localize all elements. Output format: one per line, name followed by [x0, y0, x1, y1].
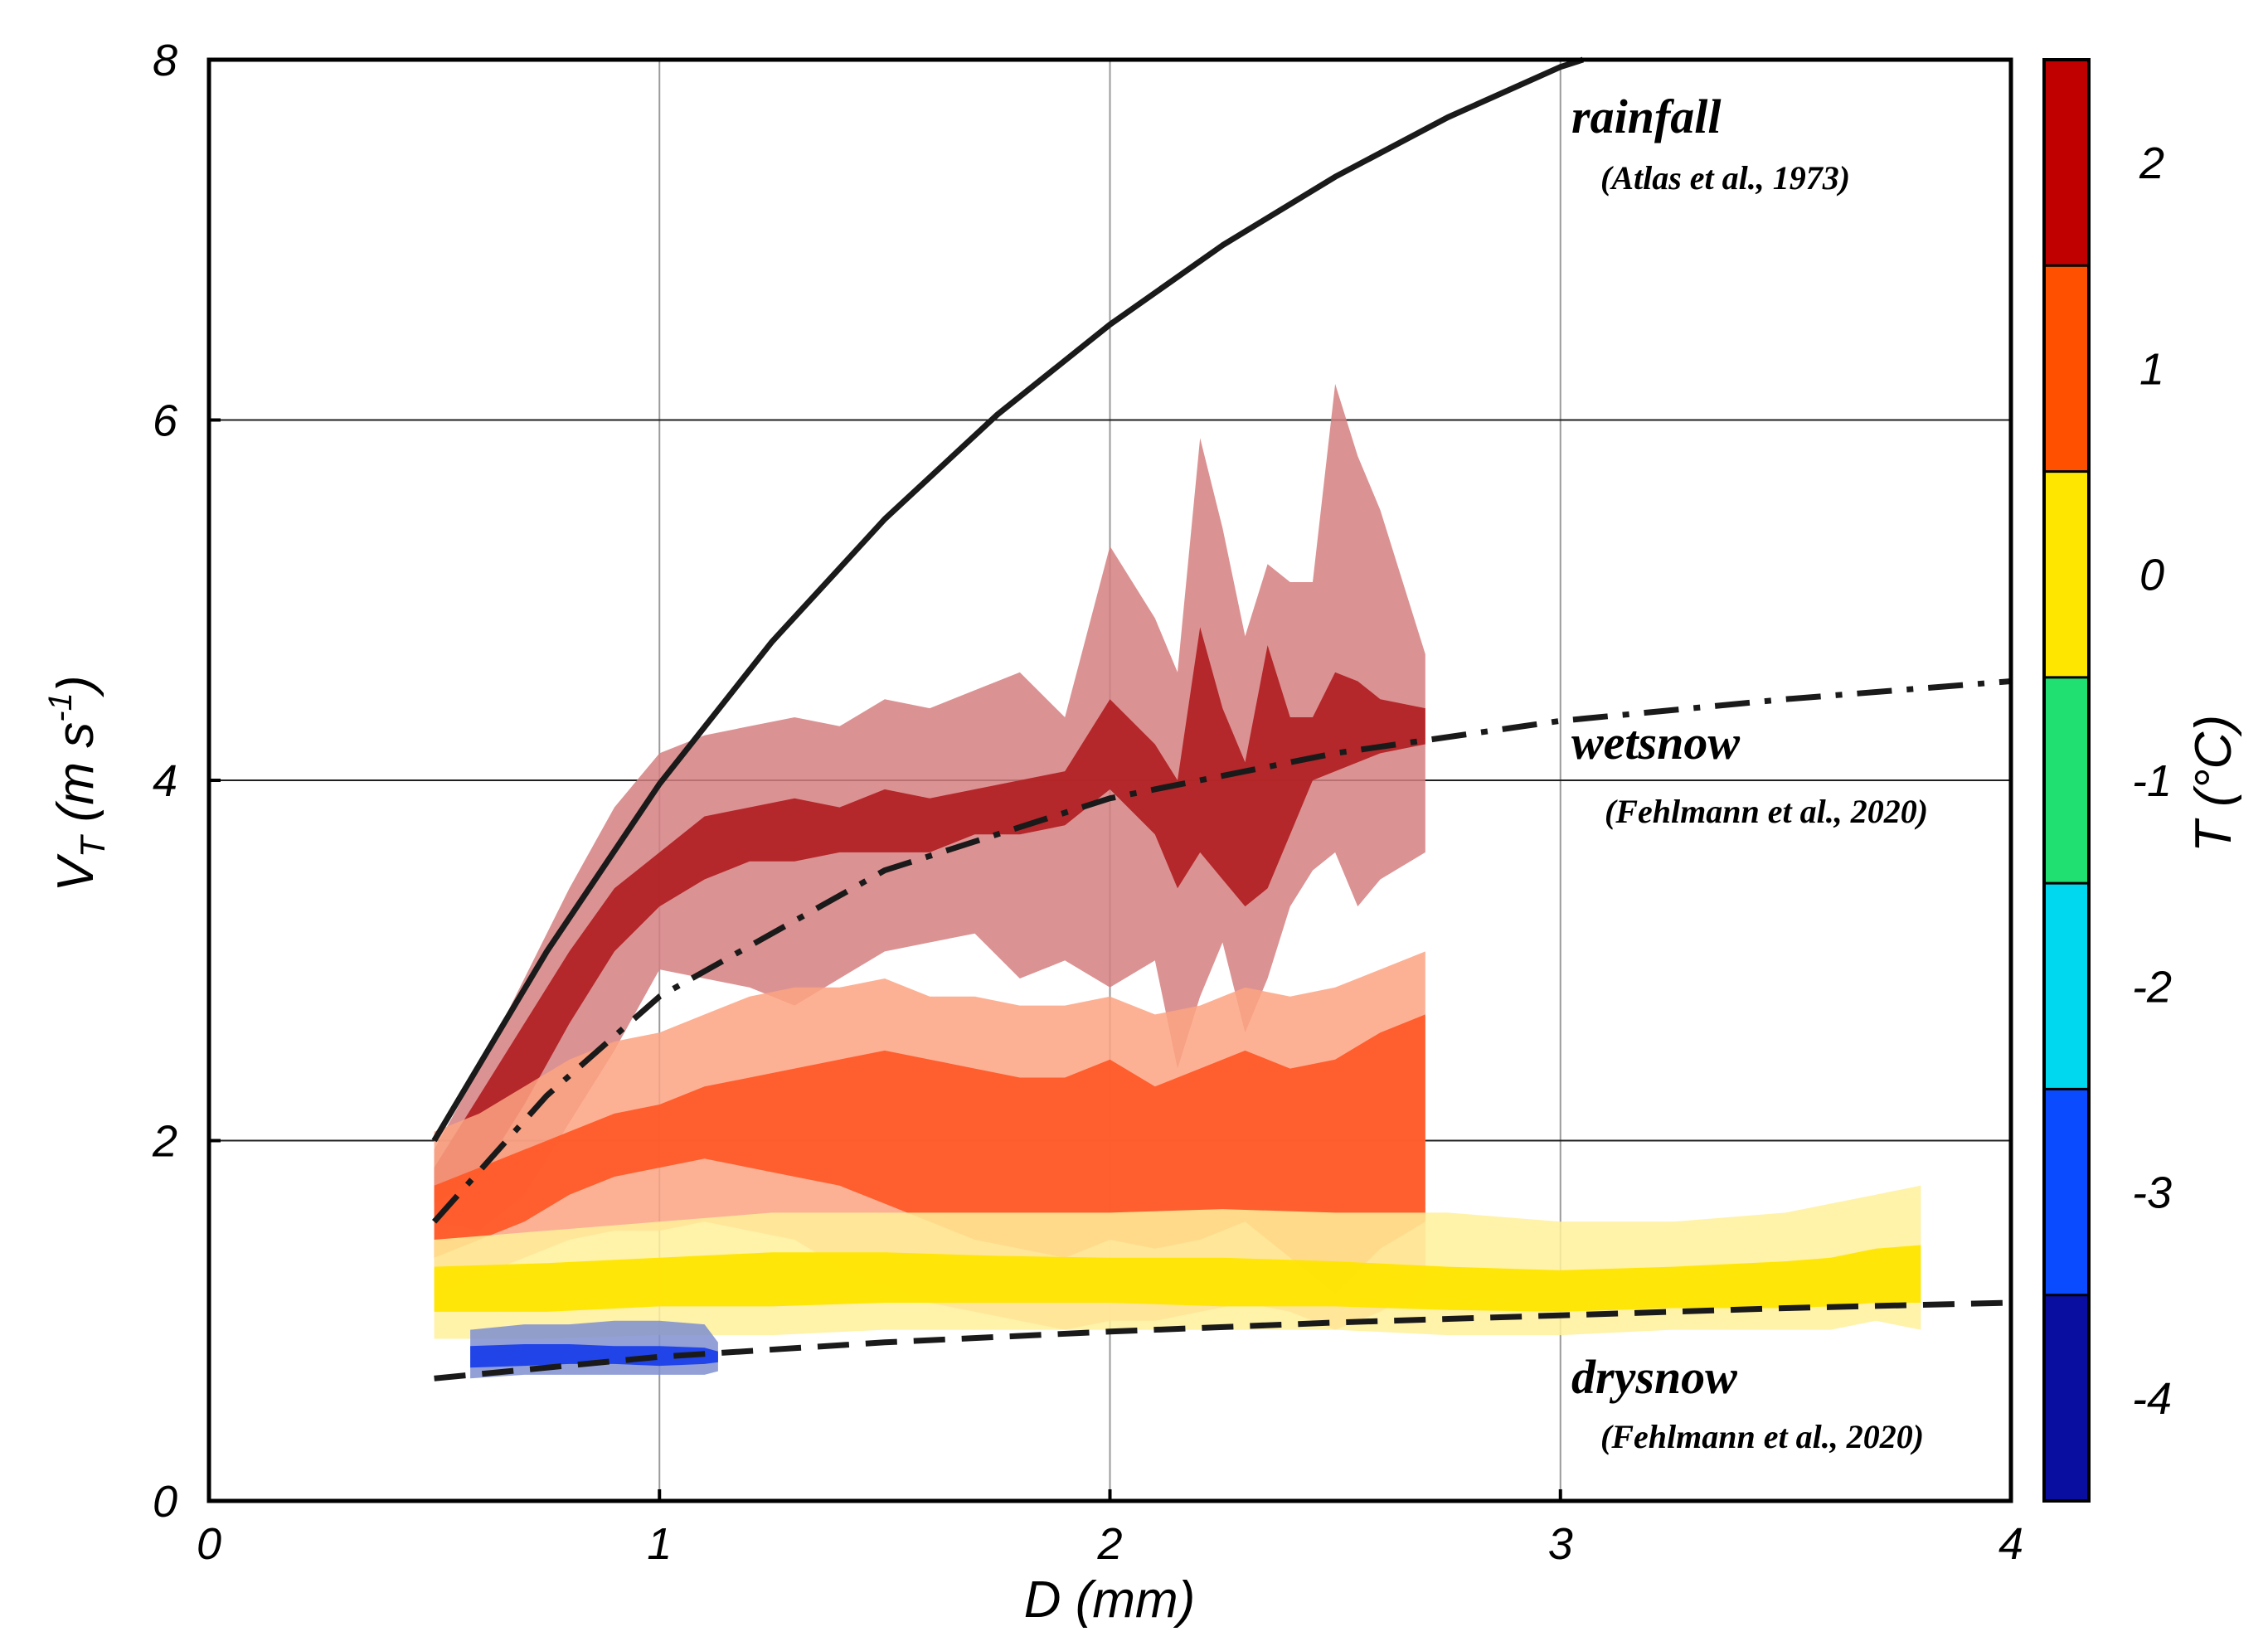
wetsnow-label: wetsnow: [1571, 716, 1740, 770]
drysnow-curve: [434, 1299, 2012, 1381]
colorbar-tick-label-1: 1: [2139, 344, 2164, 394]
rainfall-curve: [431, 56, 1584, 1143]
colorbar-tick-label-2: 2: [2139, 138, 2164, 188]
axis-ticks: 0 1 2 3 4 0 2 4 6 8: [152, 36, 2023, 1569]
y-tick-label-6: 6: [153, 396, 178, 446]
x-tick-label-2: 2: [1096, 1519, 1122, 1569]
rainfall-source: (Atlas et al., 1973): [1600, 159, 1850, 197]
y-tick-label-8: 8: [153, 36, 177, 85]
x-axis-label: D (mm): [1024, 1571, 1196, 1629]
colorbar-bin-5: [2044, 1089, 2089, 1295]
y-axis-label: VT (m s-1): [42, 676, 112, 892]
colorbar-tick-label--2: -2: [2132, 962, 2172, 1012]
drysnow-label: drysnow: [1571, 1350, 1737, 1404]
wetsnow-curve: [431, 678, 2012, 1224]
y-tick-label-2: 2: [152, 1117, 177, 1167]
x-tick-label-4: 4: [1998, 1519, 2023, 1569]
x-tick-label-3: 3: [1548, 1519, 1573, 1569]
colorbar-bin-1: [2044, 265, 2089, 472]
x-tick-label-0: 0: [197, 1519, 221, 1569]
rainfall-label: rainfall: [1571, 90, 1722, 143]
colorbar: 2 1 0 -1 -2 -3 -4: [2042, 58, 2172, 1503]
drysnow-source: (Fehlmann et al., 2020): [1600, 1418, 1924, 1455]
colorbar-bin-6: [2044, 1294, 2089, 1501]
colorbar-bin-4: [2044, 883, 2089, 1090]
y-tick-label-4: 4: [153, 756, 177, 806]
wetsnow-source: (Fehlmann et al., 2020): [1605, 793, 1928, 830]
y-tick-label-0: 0: [153, 1477, 177, 1527]
reference-curves: [431, 56, 2012, 1381]
colorbar-tick-label--4: -4: [2132, 1374, 2172, 1424]
series-3-inner-band: [470, 1344, 718, 1368]
colorbar-frame: [2042, 58, 2091, 1503]
data-bands: [434, 384, 1921, 1379]
colorbar-tick-label--3: -3: [2132, 1168, 2172, 1218]
colorbar-label: T (°C): [2185, 715, 2242, 852]
x-tick-label-1: 1: [647, 1519, 672, 1569]
colorbar-bin-2: [2044, 471, 2089, 677]
series-0-inner-band: [434, 627, 1425, 1204]
colorbar-bin-0: [2044, 60, 2089, 266]
colorbar-bin-3: [2044, 677, 2089, 884]
colorbar-tick-label--1: -1: [2132, 756, 2172, 806]
series-2-inner-band: [434, 1245, 1921, 1312]
colorbar-tick-label-0: 0: [2139, 551, 2164, 600]
